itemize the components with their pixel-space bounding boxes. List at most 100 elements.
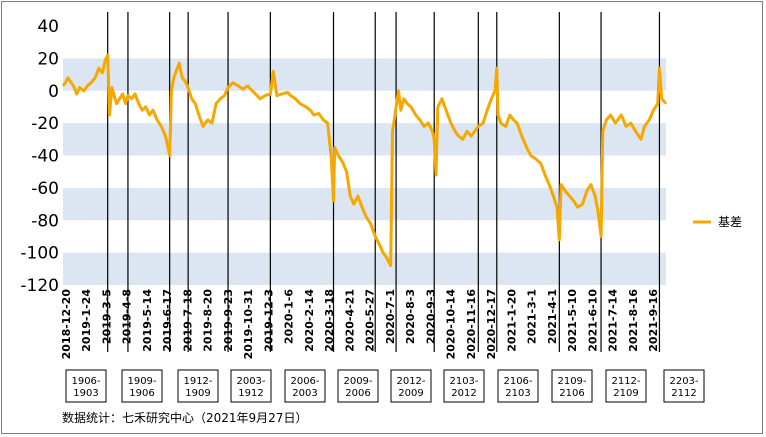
contract-box: 2106-2103 (497, 369, 539, 403)
contract-box: 2009-2006 (337, 369, 379, 403)
series-layer (61, 53, 668, 268)
contract-box-border (663, 369, 705, 403)
x-tick-label: 2019-3-5 (100, 289, 113, 344)
contract-box-border (605, 369, 647, 403)
contract-box-border (337, 369, 379, 403)
contract-box: 2003-1912 (230, 369, 272, 403)
x-tick-label: 2019-9-23 (222, 289, 235, 352)
y-tick-label: 0 (48, 82, 59, 102)
contract-box-border (390, 369, 432, 403)
contract-label: 2112 (671, 388, 696, 399)
contract-label: 2006- (290, 376, 319, 387)
band (63, 58, 666, 91)
contract-label: 2103- (449, 376, 478, 387)
y-tick-label: -100 (20, 244, 59, 264)
contract-box-border (284, 369, 326, 403)
x-tick-label: 2021-9-16 (647, 289, 660, 352)
legend-label: 基差 (718, 215, 742, 229)
contract-box-border (551, 369, 593, 403)
contract-label: 1903 (73, 388, 98, 399)
band (63, 252, 666, 285)
contract-box-border (443, 369, 485, 403)
y-tick-label: 40 (37, 17, 59, 37)
contract-label: 2009 (398, 388, 423, 399)
x-tick-label: 2020-2-14 (303, 289, 316, 352)
x-tick-label: 2021-4-1 (546, 289, 559, 344)
x-tick-label: 2020-8-3 (404, 289, 417, 344)
contract-box-border (121, 369, 163, 403)
x-tick-label: 2020-7-1 (384, 289, 397, 344)
x-axis: 2018-12-20 2019-1-24 2019-3-5 2019-4-8 2019-… (60, 289, 660, 360)
contract-label: 2109 (613, 388, 638, 399)
y-axis: 40 20 0 -20 -40 -60 -80 -100 -120 (20, 17, 59, 296)
contract-box: 2012-2009 (390, 369, 432, 403)
contract-box: 2203-2112 (663, 369, 705, 403)
x-tick-label: 2020-10-14 (445, 289, 458, 360)
contract-label: 2006 (345, 388, 370, 399)
x-tick-label: 2019-6-17 (161, 289, 174, 352)
contract-label: 1909- (127, 376, 156, 387)
x-tick-label: 2020-5-27 (364, 289, 377, 352)
series-line (61, 53, 668, 268)
contract-label: 1906 (129, 388, 154, 399)
y-tick-label: -80 (31, 211, 59, 231)
y-tick-label: -40 (31, 147, 59, 167)
x-tick-label: 2021-5-10 (566, 289, 579, 352)
contract-label: 1906- (71, 376, 100, 387)
contract-box: 2109-2106 (551, 369, 593, 403)
contract-label: 2106 (559, 388, 584, 399)
contract-boxes: 1906-1903 1909-1906 1912-1909 2003-1912 2006… (65, 369, 705, 403)
contract-label: 2112- (611, 376, 640, 387)
y-tick-label: -20 (31, 114, 59, 134)
contract-label: 1912- (183, 376, 212, 387)
x-tick-label: 2020-9-3 (424, 289, 437, 344)
contract-box-border (230, 369, 272, 403)
contract-label: 2203- (669, 376, 698, 387)
background-bands (63, 58, 666, 285)
contract-label: 1912 (238, 388, 263, 399)
contract-box-border (177, 369, 219, 403)
contract-box: 1912-1909 (177, 369, 219, 403)
contract-box-border (497, 369, 539, 403)
y-tick-label: -60 (31, 179, 59, 199)
contract-label: 1909 (185, 388, 210, 399)
x-tick-label: 2019-1-24 (80, 289, 93, 352)
x-tick-label: 2020-4-21 (343, 289, 356, 352)
contract-label: 2009- (343, 376, 372, 387)
x-tick-label: 2019-10-31 (242, 289, 255, 359)
contract-label: 2003 (292, 388, 317, 399)
x-tick-label: 2021-3-1 (526, 289, 539, 344)
y-tick-label: -120 (20, 276, 59, 296)
contract-label: 2012 (451, 388, 476, 399)
contract-label: 2109- (557, 376, 586, 387)
x-tick-label: 2018-12-20 (60, 289, 73, 360)
y-tick-label: 20 (37, 49, 59, 69)
x-tick-label: 2021-8-16 (627, 289, 640, 352)
band (63, 123, 666, 156)
x-tick-label: 2019-7-18 (181, 289, 194, 352)
contract-box: 1909-1906 (121, 369, 163, 403)
contract-label: 2103 (505, 388, 530, 399)
contract-box: 2006-2003 (284, 369, 326, 403)
x-tick-label: 2020-11-16 (465, 289, 478, 360)
x-tick-label: 2021-7-14 (607, 289, 620, 352)
x-tick-label: 2020-12-17 (485, 289, 498, 359)
x-tick-label: 2021-6-10 (586, 289, 599, 352)
x-tick-label: 2020-3-18 (323, 289, 336, 352)
x-tick-label: 2021-1-20 (505, 289, 518, 352)
contract-label: 2003- (236, 376, 265, 387)
contract-box-border (65, 369, 107, 403)
contract-label: 2012- (396, 376, 425, 387)
x-tick-label: 2019-12-3 (262, 289, 275, 352)
contract-box: 2112-2109 (605, 369, 647, 403)
x-tick-label: 2019-8-20 (202, 289, 215, 352)
x-tick-label: 2019-4-8 (121, 289, 134, 344)
x-tick-label: 2019-5-14 (141, 289, 154, 352)
contract-switch-lines (107, 12, 661, 352)
contract-box: 1906-1903 (65, 369, 107, 403)
legend: 基差 (693, 215, 742, 229)
x-tick-label: 2020-1-6 (283, 289, 296, 344)
source-note: 数据统计：七禾研究中心（2021年9月27日） (62, 410, 307, 425)
